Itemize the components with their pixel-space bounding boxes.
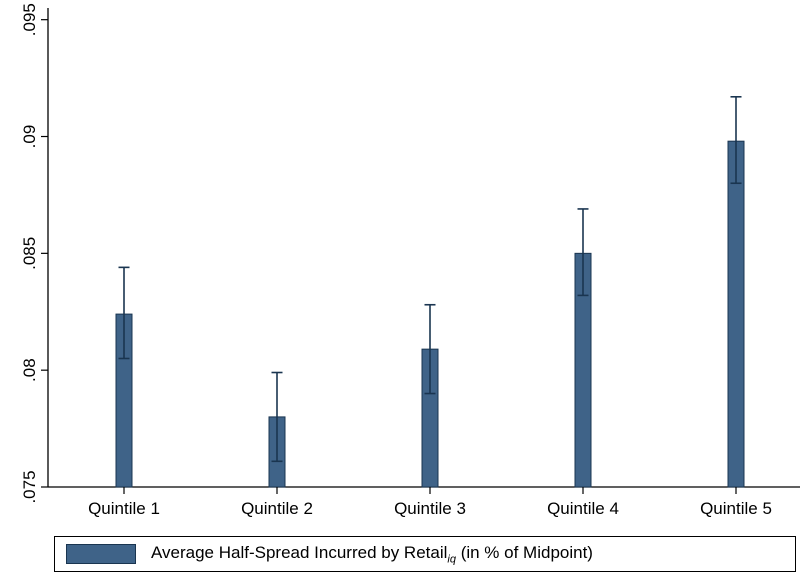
x-tick-label: Quintile 2	[241, 499, 313, 518]
bar-chart: Quintile 1 Quintile 2 Quintile 3 Quintile 4…	[20, 3, 800, 518]
legend-swatch	[66, 544, 136, 564]
legend-label: Average Half-Spread Incurred by Retailiq…	[151, 543, 593, 565]
x-tick-label: Quintile 3	[394, 499, 466, 518]
error-bars	[118, 95, 742, 463]
x-tick-label: Quintile 4	[547, 499, 619, 518]
x-tick-labels: Quintile 1 Quintile 2 Quintile 3 Quintile 4…	[88, 487, 772, 518]
y-tick-label: .085	[20, 237, 39, 270]
legend-label-main: Average Half-Spread Incurred by Retail	[151, 542, 448, 562]
y-tick-label: .075	[20, 470, 39, 503]
legend: Average Half-Spread Incurred by Retailiq…	[54, 536, 796, 572]
y-tick-labels: .075 .08 .085 .09 .095	[20, 3, 48, 504]
legend-label-subscript: iq	[447, 553, 456, 566]
x-tick-label: Quintile 1	[88, 499, 160, 518]
x-tick-label: Quintile 5	[700, 499, 772, 518]
legend-label-tail: (in % of Midpoint)	[455, 542, 593, 562]
bar	[727, 140, 745, 488]
y-tick-label: .095	[20, 3, 39, 36]
y-tick-label: .08	[20, 358, 39, 382]
y-tick-label: .09	[20, 125, 39, 149]
